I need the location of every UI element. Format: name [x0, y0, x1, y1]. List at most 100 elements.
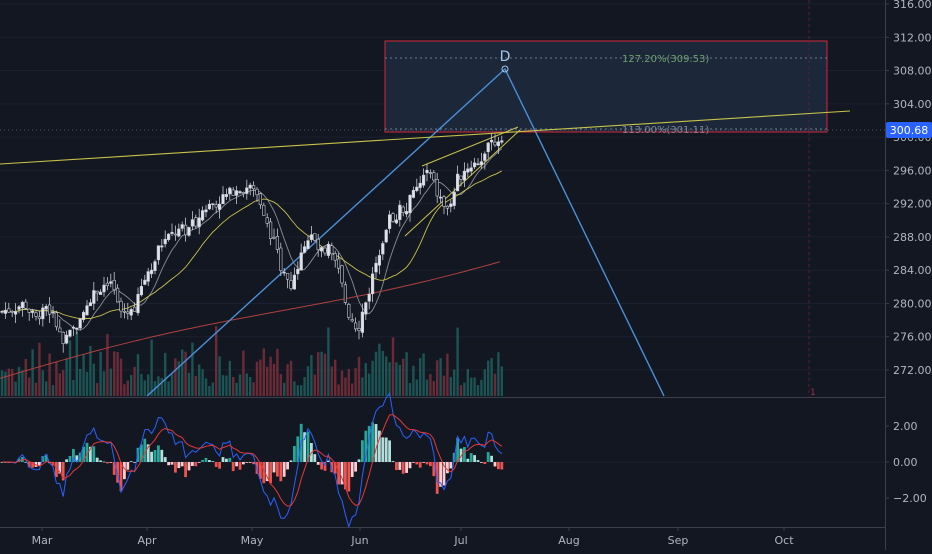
long-trend-line[interactable] [0, 110, 851, 165]
volume-bar [126, 380, 129, 396]
histogram-bar [235, 462, 238, 467]
osc-tick-label: −2.00 [893, 492, 927, 505]
candle-body [272, 236, 276, 239]
candle-body [177, 228, 181, 237]
volume-bar [215, 326, 218, 396]
volume-bar [143, 380, 146, 396]
candle-body [34, 312, 38, 317]
osc-tick-label: 0.00 [893, 456, 918, 469]
histogram-bar [425, 462, 429, 465]
candle-body [163, 238, 167, 245]
volume-bar [252, 382, 255, 396]
volume-bar [473, 377, 476, 396]
volume-bar [306, 366, 310, 396]
wedge-lower-line[interactable] [404, 129, 521, 237]
histogram-bar [61, 462, 65, 481]
candle-body [139, 286, 144, 296]
histogram-bar [333, 462, 337, 474]
histogram-bar [490, 455, 493, 462]
candle-body [17, 306, 21, 310]
time-axis[interactable]: Mar Apr May Jun Jul Aug Sep Oct [32, 527, 795, 547]
candle-body [197, 217, 201, 228]
candle-body [44, 305, 48, 310]
histogram-bar [55, 462, 58, 478]
volume-bar [412, 365, 415, 396]
volume-bar [181, 349, 184, 396]
pattern-point-marker[interactable] [501, 65, 509, 73]
candle-body [143, 279, 147, 285]
volume-bar [113, 351, 116, 396]
pattern-line[interactable] [146, 67, 665, 397]
histogram-bar [480, 462, 483, 463]
histogram-bar [157, 445, 160, 462]
candle-body [401, 206, 405, 213]
candle-body [289, 280, 293, 289]
candle-body [88, 302, 92, 307]
candle-body [51, 311, 55, 314]
volume-bar [419, 358, 422, 396]
volume-bar [228, 360, 231, 396]
volume-bar [170, 373, 174, 396]
candle-body [381, 243, 385, 255]
oscillator-pane [0, 392, 885, 529]
oscillator-scale[interactable]: 2.00 0.00 −2.00 [885, 420, 927, 505]
histogram-bar [412, 462, 415, 463]
volume-bar [198, 364, 201, 396]
candle-body [268, 221, 273, 239]
histogram-bar [126, 462, 130, 470]
candle-body [421, 174, 426, 186]
histogram-bar [68, 455, 72, 462]
volume-bar [194, 375, 197, 396]
candle-body [156, 245, 161, 261]
volume-bar [385, 356, 388, 396]
histogram-bar [282, 462, 286, 477]
volume-bar [364, 363, 367, 396]
price-tick-label: 276.00 [893, 331, 932, 344]
candle-body [370, 273, 375, 295]
histogram-bar [99, 460, 102, 462]
histogram-bar [429, 462, 432, 467]
histogram-bar [381, 437, 385, 462]
histogram-bar [486, 452, 490, 462]
price-scale[interactable]: 316.00312.00308.00304.00300.00296.00292.… [885, 0, 932, 377]
volume-bar [21, 370, 24, 396]
candle-body [496, 141, 501, 147]
candle-body [350, 319, 354, 322]
candle-body [54, 312, 58, 328]
candle-body [469, 167, 473, 172]
candle-body [68, 329, 72, 337]
histogram-bar [456, 437, 459, 462]
candle-body [391, 213, 395, 222]
candle-body [279, 247, 283, 271]
volume-bar [391, 337, 395, 396]
candle-body [442, 196, 446, 207]
price-tick-label: 284.00 [893, 264, 932, 277]
candle-body [302, 246, 307, 253]
volume-bar [14, 381, 17, 396]
moving-average-line [1, 148, 503, 331]
volume-bar [232, 377, 235, 396]
volume-bar [361, 377, 364, 396]
candle-body [218, 203, 222, 210]
volume-bar [68, 340, 72, 396]
wedge-upper-line[interactable] [421, 126, 519, 167]
candle-body [296, 268, 300, 275]
histogram-bar [422, 462, 425, 463]
histogram-bar [231, 462, 235, 472]
price-tick-label: 316.00 [893, 0, 932, 11]
volume-bar [4, 371, 7, 396]
candle-body [58, 327, 62, 333]
candle-body [340, 265, 344, 284]
histogram-bar [170, 462, 174, 465]
volume-bar [92, 363, 95, 396]
histogram-bar [303, 432, 306, 462]
candle-body [330, 245, 334, 255]
candle-body [82, 312, 86, 320]
histogram-bar [306, 431, 310, 462]
candle-body [309, 234, 314, 240]
volume-bar [303, 377, 306, 396]
candle-body [61, 331, 65, 344]
candle-body [472, 162, 477, 168]
